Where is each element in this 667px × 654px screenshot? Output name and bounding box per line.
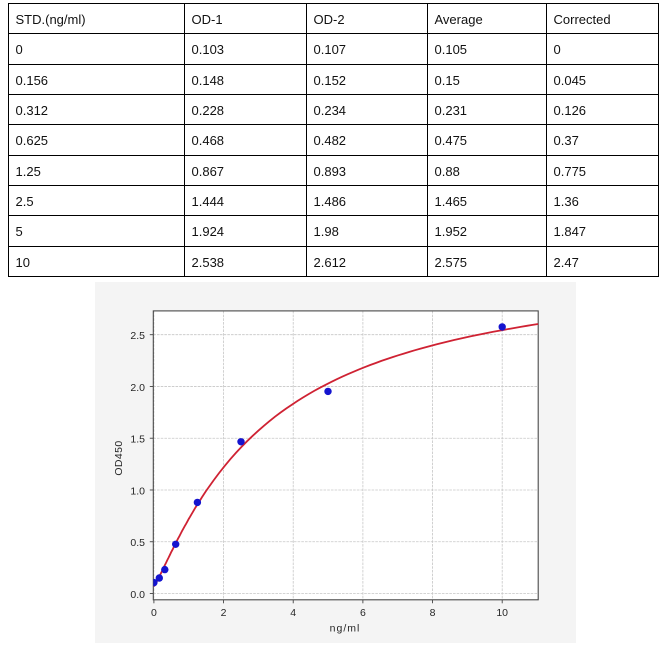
svg-text:2: 2 — [221, 607, 227, 619]
svg-text:0: 0 — [151, 607, 157, 619]
svg-text:6: 6 — [360, 607, 366, 619]
svg-text:0.0: 0.0 — [130, 589, 145, 601]
svg-text:2.0: 2.0 — [130, 382, 145, 394]
svg-text:2.5: 2.5 — [130, 330, 145, 342]
svg-text:1.5: 1.5 — [130, 434, 145, 446]
svg-text:ng/ml: ng/ml — [330, 623, 361, 635]
svg-text:10: 10 — [496, 607, 508, 619]
svg-text:OD450: OD450 — [113, 440, 125, 475]
svg-text:0.5: 0.5 — [130, 537, 145, 549]
svg-text:1.0: 1.0 — [130, 486, 145, 498]
svg-text:8: 8 — [430, 607, 436, 619]
svg-text:4: 4 — [290, 607, 296, 619]
